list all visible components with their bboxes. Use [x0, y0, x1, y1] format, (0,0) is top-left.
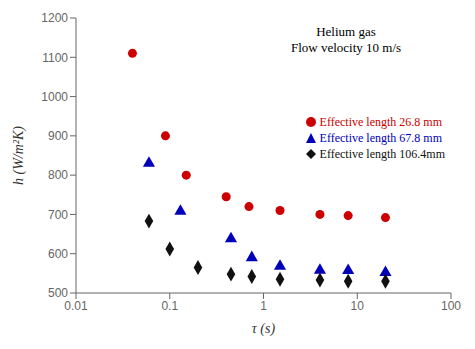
svg-text:800: 800 [48, 168, 68, 182]
svg-text:700: 700 [48, 208, 68, 222]
html-text:Effective length 26.8 mm: Effective length 26.8 mm [319, 115, 442, 130]
svg-text:500: 500 [48, 286, 68, 300]
svg-text:100: 100 [441, 299, 461, 313]
svg-text:τ (s): τ (s) [252, 321, 276, 337]
svg-text:1: 1 [260, 299, 267, 313]
svg-text:h (W/m²K): h (W/m²K) [11, 126, 27, 185]
html-text:Helium gas: Helium gas [316, 23, 376, 39]
svg-text:1200: 1200 [41, 11, 68, 25]
html-text:Flow velocity 10 m/s: Flow velocity 10 m/s [290, 39, 402, 55]
svg-text:0.1: 0.1 [161, 299, 178, 313]
svg-text:900: 900 [48, 129, 68, 143]
html-text:Effective length 67.8 mm: Effective length 67.8 mm [319, 131, 442, 146]
svg-text:1100: 1100 [42, 51, 68, 65]
svg-text:600: 600 [48, 247, 68, 261]
svg-text:1000: 1000 [41, 90, 68, 104]
svg-text:0.01: 0.01 [64, 299, 88, 313]
html-text:Effective length 106.4mm: Effective length 106.4mm [319, 147, 445, 162]
svg-text:10: 10 [351, 299, 365, 313]
